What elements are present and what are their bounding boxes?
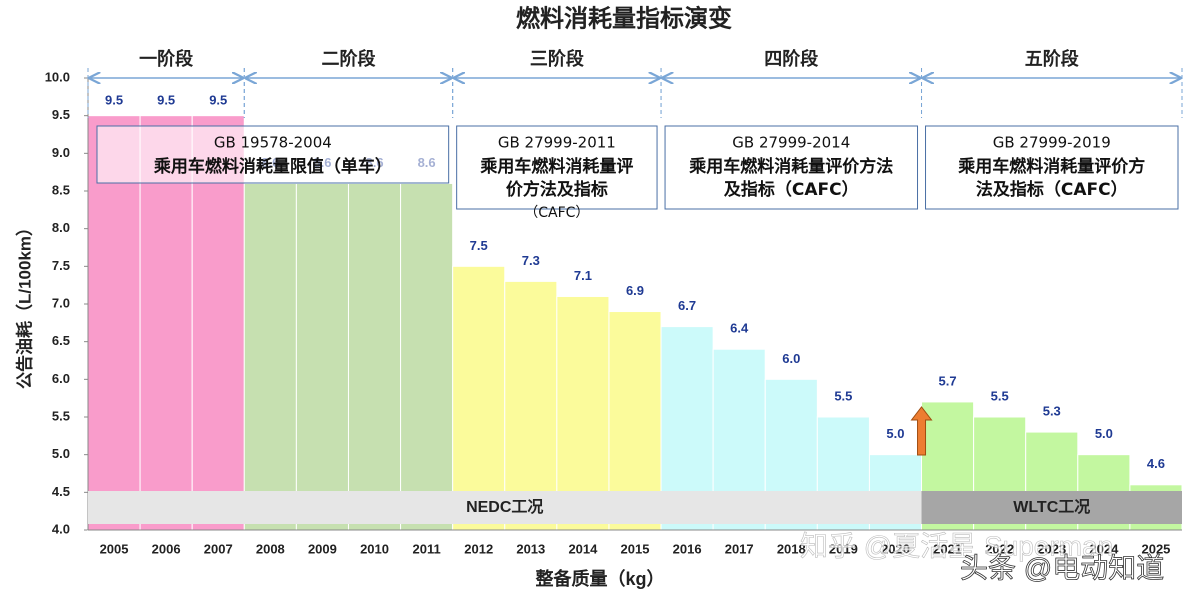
- x-tick-label: 2013: [516, 541, 545, 556]
- watermark: 知乎 @夏活星 Superman: [800, 530, 1113, 561]
- x-tick-label: 2010: [360, 541, 389, 556]
- trend-arrow: [910, 406, 933, 456]
- standard-code: GB 19578-2004: [214, 134, 332, 152]
- standard-text: 及指标（CAFC）: [724, 179, 859, 200]
- x-tick-label: 2020: [881, 541, 910, 556]
- y-axis-label: 公告油耗（L/100km）: [14, 219, 34, 389]
- standard-text: （CAFC）: [524, 205, 589, 221]
- x-tick-label: 2012: [464, 541, 493, 556]
- value-label: 4.6: [1147, 456, 1165, 471]
- y-tick-label: 6.0: [52, 371, 70, 386]
- x-tick-label: 2021: [933, 541, 962, 556]
- bar: [504, 280, 558, 531]
- bar: [191, 115, 245, 531]
- y-tick-label: 5.5: [52, 408, 70, 423]
- x-tick-label: 2019: [829, 541, 858, 556]
- bar: [139, 115, 193, 531]
- value-label: 5.0: [1095, 426, 1113, 441]
- value-label: 9.5: [105, 92, 123, 107]
- x-axis-label: 整备质量（kg）: [534, 568, 664, 589]
- x-tick-label: 2018: [777, 541, 806, 556]
- x-tick-label: 2006: [152, 541, 181, 556]
- stage-label: 三阶段: [530, 48, 585, 69]
- stage-label: 二阶段: [321, 48, 376, 69]
- standard-text: 价方法及指标: [506, 179, 608, 200]
- cycle-band: [921, 491, 1182, 524]
- x-tick-label: 2024: [1089, 541, 1119, 556]
- value-label: 5.7: [939, 373, 957, 388]
- value-label: 7.3: [522, 253, 540, 268]
- bar: [243, 182, 297, 531]
- value-label: 9.5: [209, 92, 227, 107]
- x-tick-label: 2011: [413, 541, 441, 556]
- bar: [400, 182, 454, 531]
- y-tick-label: 5.0: [52, 446, 70, 461]
- standard-text: 法及指标（CAFC）: [976, 179, 1128, 200]
- y-tick-label: 4.0: [52, 521, 70, 536]
- x-tick-label: 2008: [256, 541, 285, 556]
- x-tick-label: 2015: [621, 541, 650, 556]
- x-tick-label: 2009: [308, 541, 337, 556]
- standard-code: GB 27999-2014: [732, 134, 850, 152]
- stage-label: 五阶段: [1025, 48, 1080, 69]
- standard-box: [96, 125, 450, 184]
- value-label: 6.0: [782, 351, 800, 366]
- value-label: 9.5: [157, 92, 175, 107]
- stage-label: 一阶段: [139, 48, 194, 69]
- y-tick-label: 9.5: [52, 107, 70, 122]
- standard-code: GB 27999-2011: [498, 134, 616, 152]
- standard-text: 乘用车燃料消耗量评价方法: [688, 156, 893, 177]
- value-label: 7.1: [574, 268, 592, 283]
- value-label: 5.3: [1043, 404, 1061, 419]
- y-tick-label: 10.0: [45, 69, 70, 84]
- x-tick-label: 2005: [100, 541, 129, 556]
- x-tick-label: 2007: [204, 541, 233, 556]
- standard-box: [664, 125, 919, 210]
- value-label: 7.5: [470, 238, 488, 253]
- bar: [452, 265, 506, 531]
- cycle-label: WLTC工况: [1013, 498, 1090, 516]
- y-tick-label: 8.0: [52, 220, 70, 235]
- y-tick-label: 7.0: [52, 295, 70, 310]
- cycle-label: NEDC工况: [466, 498, 543, 516]
- y-tick-label: 6.5: [52, 333, 70, 348]
- bar: [347, 182, 402, 531]
- standard-box: [925, 125, 1179, 210]
- y-tick-label: 9.0: [52, 145, 70, 160]
- standard-box: [456, 125, 658, 210]
- bar: [295, 182, 349, 531]
- standard-text: 乘用车燃料消耗量评: [479, 156, 633, 177]
- x-tick-label: 2022: [985, 541, 1014, 556]
- y-tick-label: 4.5: [52, 484, 70, 499]
- standard-code: GB 27999-2019: [993, 134, 1111, 152]
- standard-text: 乘用车燃料消耗量评价方: [957, 156, 1145, 177]
- chart-title: 燃料消耗量指标演变: [516, 4, 732, 32]
- x-tick-label: 2023: [1037, 541, 1066, 556]
- stage-label: 四阶段: [764, 48, 819, 69]
- x-tick-label: 2017: [725, 541, 754, 556]
- bar: [87, 115, 141, 531]
- x-tick-label: 2016: [673, 541, 702, 556]
- value-label: 6.4: [730, 321, 749, 336]
- value-label: 5.5: [834, 388, 852, 403]
- cycle-band: [88, 491, 922, 524]
- x-tick-label: 2014: [568, 541, 598, 556]
- value-label: 6.9: [626, 283, 644, 298]
- value-label: 5.5: [991, 388, 1009, 403]
- y-tick-label: 7.5: [52, 258, 70, 273]
- y-tick-label: 8.5: [52, 182, 70, 197]
- x-tick-label: 2025: [1141, 541, 1170, 556]
- value-label: 6.7: [678, 298, 696, 313]
- watermark: 头条 @电动知道: [960, 552, 1164, 583]
- standard-text: 乘用车燃料消耗量限值（单车）: [153, 156, 392, 177]
- value-label: 5.0: [886, 426, 904, 441]
